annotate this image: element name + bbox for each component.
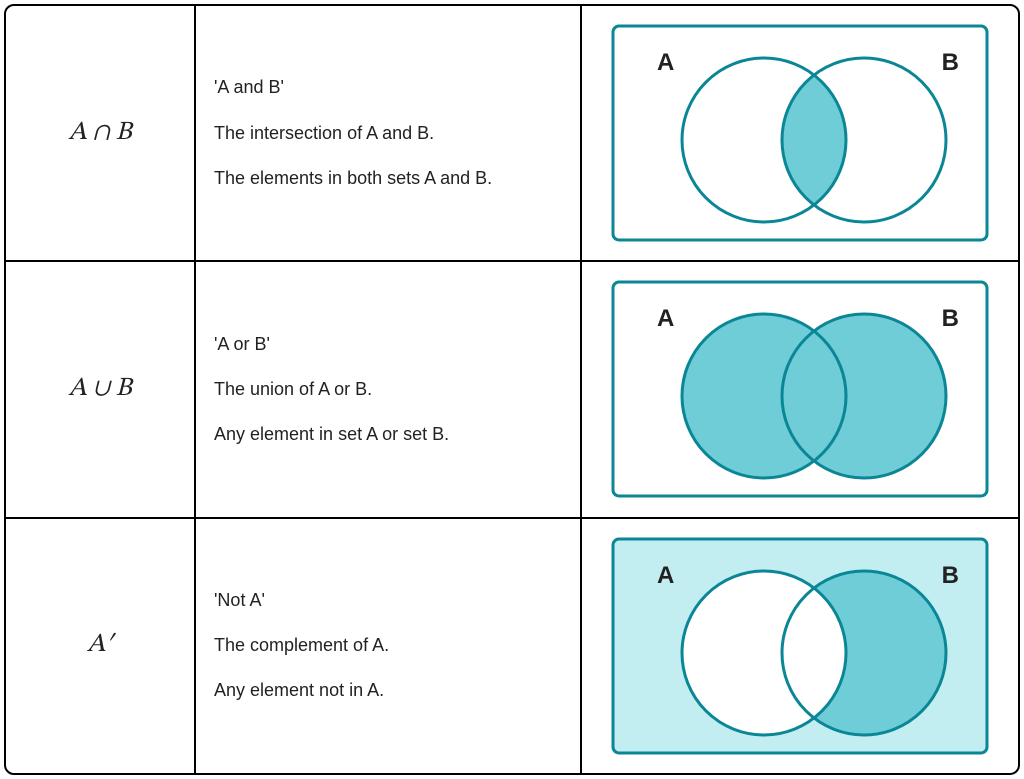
notation-text: A′ [87, 629, 113, 662]
table-row: A ∪ B 'A or B' The union of A or B. Any … [6, 262, 1018, 518]
label-a: A [657, 305, 674, 332]
label-b: B [942, 49, 959, 76]
notation-cell: A′ [6, 519, 196, 773]
description-cell: 'A or B' The union of A or B. Any elemen… [196, 262, 582, 516]
desc-line: The union of A or B. [214, 377, 562, 402]
description-cell: 'Not A' The complement of A. Any element… [196, 519, 582, 773]
venn-cell: A B [582, 519, 1018, 773]
desc-quoted: 'A or B' [214, 332, 562, 357]
desc-line: Any element not in A. [214, 678, 562, 703]
venn-union: A B [609, 278, 991, 500]
desc-quoted: 'Not A' [214, 588, 562, 613]
table-row: A ∩ B 'A and B' The intersection of A an… [6, 6, 1018, 262]
description-cell: 'A and B' The intersection of A and B. T… [196, 6, 582, 260]
notation-text: A ∩ B [68, 117, 132, 150]
venn-cell: A B [582, 262, 1018, 516]
set-notation-table: A ∩ B 'A and B' The intersection of A an… [4, 4, 1020, 775]
label-b: B [942, 305, 959, 332]
desc-line: The intersection of A and B. [214, 121, 562, 146]
notation-text: A ∪ B [68, 373, 132, 406]
desc-line: Any element in set A or set B. [214, 422, 562, 447]
label-a: A [657, 562, 674, 589]
venn-complement: A B [609, 535, 991, 757]
desc-quoted: 'A and B' [214, 75, 562, 100]
label-b: B [942, 562, 959, 589]
venn-cell: A B [582, 6, 1018, 260]
desc-line: The complement of A. [214, 633, 562, 658]
desc-line: The elements in both sets A and B. [214, 166, 562, 191]
notation-cell: A ∩ B [6, 6, 196, 260]
table-row: A′ 'Not A' The complement of A. Any elem… [6, 519, 1018, 773]
venn-intersection: A B [609, 22, 991, 244]
notation-cell: A ∪ B [6, 262, 196, 516]
label-a: A [657, 49, 674, 76]
